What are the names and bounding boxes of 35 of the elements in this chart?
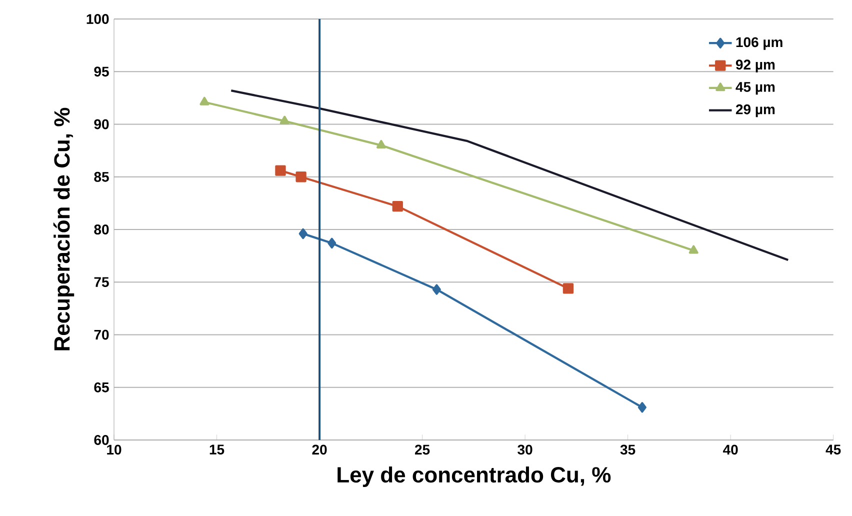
point (275, 165, 286, 176)
x-tick-label: 35 (620, 444, 636, 455)
y-tick-label: 80 (94, 224, 109, 234)
y-tick-label: 75 (94, 277, 109, 288)
point (688, 245, 698, 254)
point (296, 172, 306, 182)
y-tick-label: 70 (94, 330, 109, 340)
x-tick-label: 15 (210, 444, 224, 454)
legend-label: 29 µm (736, 104, 775, 118)
point (392, 201, 403, 212)
y-tick-label: 95 (94, 66, 109, 77)
x-tick-label: 30 (518, 444, 532, 455)
x-tick-label: 45 (826, 444, 841, 454)
point (328, 238, 336, 249)
point (432, 284, 441, 295)
y-tick-label: 60 (94, 435, 109, 445)
point (298, 228, 308, 240)
y-tick-label: 85 (94, 172, 109, 182)
legend-label: 45 µm (736, 82, 775, 95)
legend-label: 106 µm (736, 37, 782, 50)
point (280, 116, 290, 124)
point (562, 283, 574, 294)
legend-label: 92 µm (736, 60, 775, 72)
point (200, 96, 210, 106)
x-axis-title: Ley de concentrado Cu, % (338, 466, 611, 487)
x-tick-label: 20 (312, 444, 327, 455)
y-tick-label: 90 (94, 119, 109, 130)
y-axis-title: Recuperación de Cu, % (53, 108, 74, 350)
point (376, 140, 386, 148)
y-tick-label: 100 (86, 14, 109, 24)
x-tick-label: 25 (414, 444, 430, 455)
y-tick-label: 65 (94, 382, 109, 392)
x-tick-label: 10 (107, 444, 122, 455)
x-tick-label: 40 (723, 444, 738, 455)
point (638, 402, 646, 413)
